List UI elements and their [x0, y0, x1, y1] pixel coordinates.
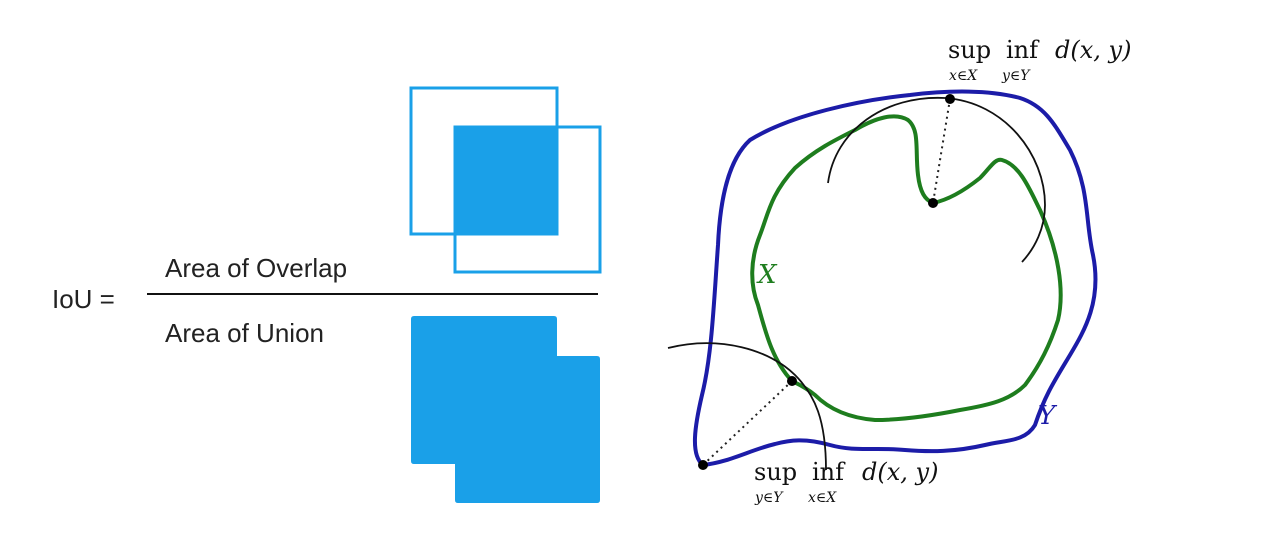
- top-distance-expression: d(x, y): [1055, 36, 1131, 64]
- denominator-label: Area of Union: [165, 318, 324, 348]
- top-hausdorff-formula: sup x∈X inf y∈Y d(x, y): [948, 36, 1131, 84]
- top-inf-operator: inf: [1006, 36, 1040, 64]
- union-illustration: [411, 316, 600, 503]
- top-distance-arc: [827, 97, 1046, 263]
- bottom-hausdorff-formula: sup y∈Y inf x∈X d(x, y): [754, 458, 938, 506]
- bottom-distance-expression: d(x, y): [862, 458, 938, 486]
- union-region: [411, 316, 600, 503]
- bottom-inf-subscript: x∈X: [808, 490, 837, 506]
- numerator-label: Area of Overlap: [165, 253, 347, 283]
- bottom-sup-operator: sup: [754, 458, 797, 486]
- iou-label: IoU =: [52, 284, 115, 314]
- bottom-distance-arc: [667, 342, 827, 471]
- top-distance-segment: [932, 98, 951, 204]
- box-b-outline: [453, 125, 602, 274]
- bottom-inf-operator: inf: [812, 458, 846, 486]
- set-x-label: X: [756, 260, 778, 290]
- iou-formula: IoU = Area of Overlap Area of Union: [52, 253, 598, 348]
- top-point-on-x: [928, 198, 938, 208]
- bottom-point-on-x: [787, 376, 797, 386]
- overlap-region: [455, 127, 557, 234]
- hausdorff-illustration: X Y sup x∈X inf y∈Y d(x, y) sup y∈Y inf …: [667, 36, 1131, 506]
- set-x-curve: [750, 114, 1063, 423]
- set-y-label: Y: [1038, 401, 1058, 431]
- overlap-illustration: [409, 86, 602, 274]
- box-a-outline: [409, 86, 559, 236]
- top-point-on-y: [945, 94, 955, 104]
- top-sup-operator: sup: [948, 36, 991, 64]
- bottom-point-on-y: [698, 460, 708, 470]
- top-sup-subscript: x∈X: [949, 68, 978, 84]
- top-inf-subscript: y∈Y: [1001, 68, 1031, 84]
- set-y-curve: [692, 89, 1098, 468]
- bottom-distance-segment: [702, 380, 793, 466]
- bottom-sup-subscript: y∈Y: [754, 490, 784, 506]
